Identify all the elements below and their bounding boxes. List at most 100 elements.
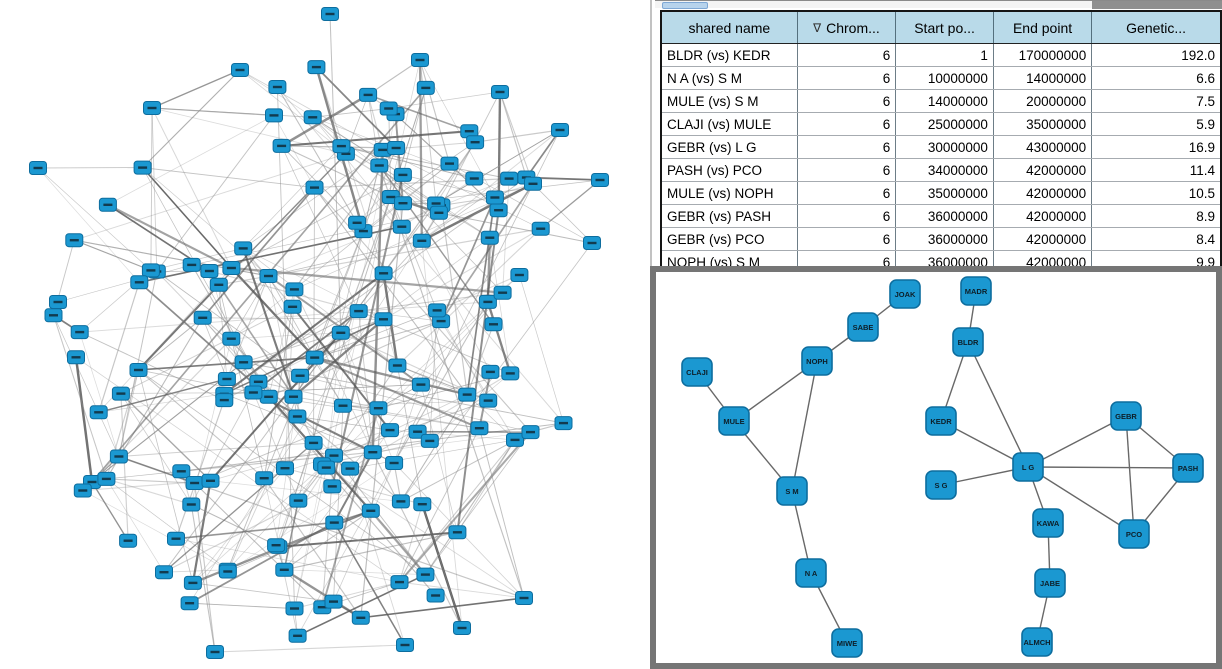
overview-node[interactable] — [276, 461, 294, 476]
overview-node[interactable] — [265, 108, 283, 123]
overview-node[interactable] — [259, 389, 278, 404]
overview-node[interactable] — [267, 538, 286, 553]
overview-node[interactable] — [363, 445, 382, 460]
overview-node[interactable] — [332, 139, 351, 154]
overview-node[interactable] — [272, 138, 291, 153]
network-detail-canvas[interactable]: JOAK MADR SABE BLDR NOPH CLAJI KEDR GEBR MULE L G… — [656, 272, 1216, 663]
overview-node[interactable] — [524, 176, 542, 191]
overview-node[interactable] — [480, 230, 499, 245]
overview-node[interactable] — [231, 63, 249, 77]
overview-node[interactable] — [379, 101, 398, 116]
table-row[interactable]: BLDR (vs) KEDR 6 1 170000000 192.0 — [661, 43, 1221, 67]
overview-node[interactable] — [493, 285, 512, 300]
network-node-claji[interactable]: CLAJI — [681, 357, 713, 387]
overview-node[interactable] — [341, 461, 360, 476]
overview-node[interactable] — [167, 531, 185, 546]
overview-node[interactable] — [217, 372, 236, 386]
column-header-genetic-[interactable]: Genetic... — [1091, 11, 1221, 44]
overview-node[interactable] — [359, 87, 378, 102]
overview-node[interactable] — [531, 221, 550, 236]
overview-node[interactable] — [288, 409, 307, 424]
overview-node[interactable] — [440, 156, 459, 171]
overview-node[interactable] — [172, 464, 191, 479]
overview-node[interactable] — [49, 295, 67, 309]
overview-node[interactable] — [554, 416, 573, 431]
overview-node[interactable] — [385, 456, 404, 470]
overview-node[interactable] — [325, 515, 344, 530]
network-node-mule[interactable]: MULE — [718, 406, 750, 436]
overview-node[interactable] — [323, 479, 342, 494]
overview-node[interactable] — [478, 294, 497, 309]
network-node-pash[interactable]: PASH — [1172, 453, 1204, 483]
overview-node[interactable] — [351, 610, 370, 625]
network-node-bldr[interactable]: BLDR — [952, 327, 984, 357]
overview-node[interactable] — [44, 308, 63, 323]
overview-node[interactable] — [501, 366, 520, 381]
overview-node[interactable] — [209, 277, 228, 292]
overview-node[interactable] — [200, 264, 219, 278]
overview-node[interactable] — [481, 364, 500, 379]
overview-node[interactable] — [305, 180, 324, 195]
column-header-end-point[interactable]: End point — [993, 11, 1093, 44]
network-node-kedr[interactable]: KEDR — [925, 406, 957, 436]
overview-node[interactable] — [317, 460, 336, 475]
table-row[interactable]: GEBR (vs) PASH 6 36000000 42000000 8.9 — [661, 204, 1221, 228]
network-overview-canvas[interactable] — [0, 0, 648, 669]
overview-node[interactable] — [182, 497, 201, 512]
overview-node[interactable] — [349, 304, 368, 319]
overview-node[interactable] — [369, 401, 388, 416]
overview-node[interactable] — [321, 7, 339, 21]
overview-node[interactable] — [491, 85, 509, 99]
overview-node[interactable] — [416, 567, 435, 582]
network-detail-panel[interactable]: JOAK MADR SABE BLDR NOPH CLAJI KEDR GEBR MULE L G… — [650, 266, 1222, 669]
overview-node[interactable] — [291, 368, 310, 383]
overview-node[interactable] — [155, 565, 173, 580]
overview-node[interactable] — [381, 423, 399, 438]
overview-node[interactable] — [206, 645, 224, 659]
overview-node[interactable] — [259, 269, 278, 283]
network-node-kawa[interactable]: KAWA — [1032, 508, 1064, 538]
overview-node[interactable] — [465, 171, 484, 186]
overview-node[interactable] — [141, 263, 160, 278]
table-row[interactable]: GEBR (vs) L G 6 30000000 43000000 16.9 — [661, 135, 1221, 159]
overview-node[interactable] — [201, 473, 220, 488]
overview-node[interactable] — [411, 377, 430, 392]
overview-node[interactable] — [285, 601, 304, 616]
overview-node[interactable] — [183, 575, 202, 590]
overview-node[interactable] — [479, 393, 498, 408]
overview-node[interactable] — [29, 161, 47, 175]
overview-node[interactable] — [73, 483, 92, 498]
table-row[interactable]: PASH (vs) PCO 6 34000000 42000000 11.4 — [661, 158, 1221, 182]
overview-node[interactable] — [521, 425, 540, 440]
overview-node[interactable] — [413, 497, 432, 512]
overview-node[interactable] — [89, 405, 108, 420]
overview-node[interactable] — [510, 268, 529, 282]
overview-node[interactable] — [458, 387, 477, 402]
overview-node[interactable] — [428, 303, 447, 318]
overview-node[interactable] — [466, 135, 485, 150]
table-row[interactable]: MULE (vs) S M 6 14000000 20000000 7.5 — [661, 89, 1221, 113]
table-row[interactable]: MULE (vs) NOPH 6 35000000 42000000 10.5 — [661, 181, 1221, 205]
overview-node[interactable] — [289, 493, 308, 508]
overview-node[interactable] — [288, 628, 307, 643]
overview-node[interactable] — [470, 421, 489, 436]
overview-node[interactable] — [448, 525, 467, 540]
overview-node[interactable] — [591, 173, 609, 187]
overview-node[interactable] — [97, 471, 116, 486]
network-node-madr[interactable]: MADR — [960, 276, 992, 306]
overview-node[interactable] — [130, 275, 149, 290]
column-header-start-po-[interactable]: Start po... — [895, 11, 994, 44]
network-node-s-g[interactable]: S G — [925, 470, 957, 500]
overview-node[interactable] — [348, 215, 367, 230]
overview-node[interactable] — [374, 266, 393, 281]
network-node-l-g[interactable]: L G — [1012, 452, 1044, 482]
overview-node[interactable] — [304, 435, 323, 450]
overview-node[interactable] — [551, 123, 569, 137]
overview-node[interactable] — [285, 282, 304, 297]
network-node-pco[interactable]: PCO — [1118, 519, 1150, 549]
overview-node[interactable] — [70, 325, 89, 340]
overview-node[interactable] — [234, 241, 253, 256]
overview-node[interactable] — [133, 160, 152, 175]
network-node-joak[interactable]: JOAK — [889, 279, 921, 309]
overview-node[interactable] — [109, 449, 128, 464]
